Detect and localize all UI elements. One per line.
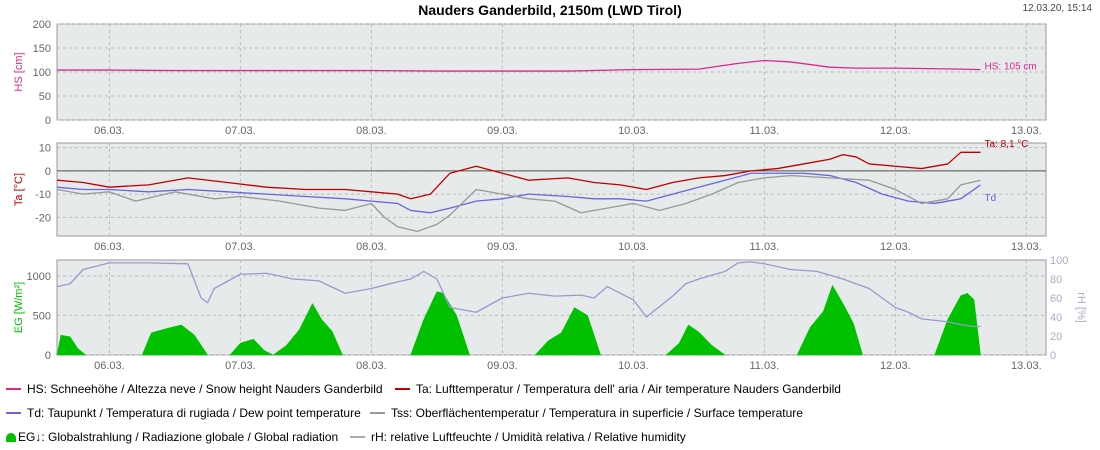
ytick-label-snow: 200 — [33, 19, 51, 31]
ytick-label-snow: 100 — [33, 67, 51, 79]
y2tick-label-radiation: 80 — [1050, 274, 1062, 286]
series-area-eg — [534, 307, 601, 356]
legend-swatch-hs — [6, 388, 21, 390]
series-line-ta — [56, 151, 981, 200]
xtick-label-radiation: 11.03. — [749, 360, 779, 372]
series-area-eg — [796, 284, 863, 356]
y2tick-label-radiation: 40 — [1050, 312, 1062, 324]
xtick-label-temperature: 11.03. — [749, 241, 779, 253]
legend-label-ta: Ta: Lufttemperatur / Temperatura dell' a… — [416, 382, 841, 396]
y-axis-label-snow: HS [cm] — [13, 52, 25, 91]
y-axis-label-radiation: EG [W/m²] — [13, 282, 25, 333]
legend-swatch-ta — [395, 388, 410, 390]
series-area-eg — [141, 324, 209, 356]
y2tick-label-radiation: 0 — [1050, 350, 1056, 362]
xtick-label-radiation: 10.03. — [618, 360, 649, 372]
series-area-eg — [665, 324, 726, 356]
ytick-label-snow: 150 — [33, 43, 51, 55]
ytick-label-temperature: 10 — [39, 143, 51, 155]
legend-label-tss: Tss: Oberflächentemperatur / Temperatura… — [391, 406, 803, 420]
chart-title: Nauders Ganderbild, 2150m (LWD Tirol) — [418, 2, 682, 18]
xtick-label-snow: 13.03. — [1011, 125, 1042, 137]
xtick-label-snow: 09.03. — [487, 125, 518, 137]
xtick-label-snow: 10.03. — [618, 125, 649, 137]
ytick-label-snow: 50 — [39, 91, 51, 103]
legend-swatch-tss — [370, 412, 385, 414]
xtick-label-radiation: 06.03. — [94, 360, 125, 372]
xtick-label-temperature: 13.03. — [1011, 241, 1042, 253]
legend-label-eg: EG↓: Globalstrahlung / Radiazione global… — [18, 430, 339, 444]
xtick-label-radiation: 12.03. — [880, 360, 911, 372]
legend-swatch-eg — [6, 432, 16, 442]
series-line-tss — [56, 174, 981, 233]
series-area-eg — [272, 303, 343, 356]
xtick-label-temperature: 07.03. — [225, 241, 256, 253]
ytick-label-temperature: -20 — [35, 212, 51, 224]
legend-label-hs: HS: Schneehöhe / Altezza neve / Snow hei… — [27, 382, 383, 396]
ytick-label-radiation: 1000 — [27, 271, 51, 283]
ytick-label-radiation: 0 — [45, 350, 51, 362]
xtick-label-radiation: 09.03. — [487, 360, 518, 372]
ytick-label-temperature: -10 — [35, 189, 51, 201]
timestamp: 12.03.20, 15:14 — [1022, 3, 1092, 14]
legend-swatch-rh — [350, 436, 365, 438]
legend-label-td: Td: Taupunkt / Temperatura di rugiada / … — [27, 406, 361, 420]
series-area-eg — [229, 338, 274, 356]
xtick-label-snow: 08.03. — [356, 125, 387, 137]
ytick-label-snow: 0 — [45, 115, 51, 127]
series-end-label-td: Td — [985, 193, 997, 204]
series-line-hs — [57, 59, 981, 72]
panel-bg-temperature — [56, 142, 1047, 237]
y2tick-label-radiation: 100 — [1050, 255, 1068, 267]
legend-item-tss: Tss: Oberflächentemperatur / Temperatura… — [370, 404, 803, 422]
xtick-label-radiation: 13.03. — [1011, 360, 1042, 372]
xtick-label-snow: 11.03. — [749, 125, 779, 137]
xtick-label-temperature: 12.03. — [880, 241, 911, 253]
xtick-label-snow: 07.03. — [225, 125, 256, 137]
series-line-rh — [56, 261, 981, 328]
legend-item-eg: EG↓: Globalstrahlung / Radiazione global… — [6, 428, 338, 446]
series-end-label-hs: HS: 105 cm — [985, 62, 1037, 73]
legend-item-hs: HS: Schneehöhe / Altezza neve / Snow hei… — [6, 380, 383, 398]
xtick-label-radiation: 08.03. — [356, 360, 387, 372]
legend-swatch-td — [6, 412, 21, 414]
ytick-label-temperature: 0 — [45, 166, 51, 178]
legend-item-rh: rH: relative Luftfeuchte / Umidità relat… — [350, 428, 686, 446]
xtick-label-temperature: 06.03. — [94, 241, 125, 253]
xtick-label-temperature: 08.03. — [356, 241, 387, 253]
xtick-label-snow: 06.03. — [94, 125, 125, 137]
xtick-label-temperature: 10.03. — [618, 241, 649, 253]
legend-label-rh: rH: relative Luftfeuchte / Umidità relat… — [371, 430, 686, 444]
xtick-label-temperature: 09.03. — [487, 241, 518, 253]
xtick-label-radiation: 07.03. — [225, 360, 256, 372]
legend-item-td: Td: Taupunkt / Temperatura di rugiada / … — [6, 404, 361, 422]
y2tick-label-radiation: 60 — [1050, 293, 1062, 305]
y2tick-label-radiation: 20 — [1050, 331, 1062, 343]
series-end-label-ta: Ta: 8,1 °C — [985, 139, 1029, 150]
y2-axis-label-radiation: rH [%] — [1075, 292, 1087, 323]
xtick-label-snow: 12.03. — [880, 125, 911, 137]
legend-item-ta: Ta: Lufttemperatur / Temperatura dell' a… — [395, 380, 841, 398]
series-area-eg — [56, 334, 87, 356]
y-axis-label-temperature: Ta [°C] — [13, 173, 25, 206]
ytick-label-radiation: 500 — [33, 310, 51, 322]
